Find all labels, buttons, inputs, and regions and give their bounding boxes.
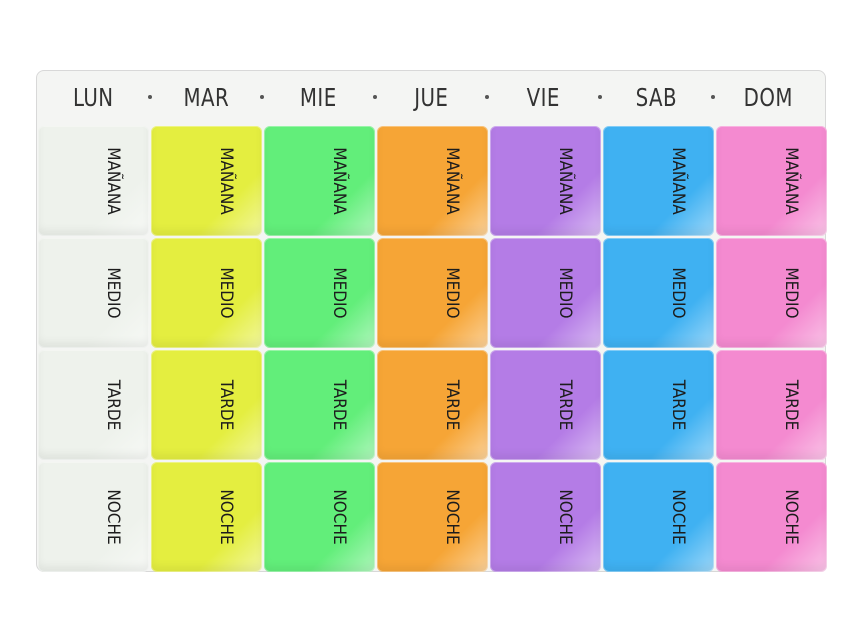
slot-label: MEDIO <box>555 267 575 319</box>
slot-label: NOCHE <box>668 489 688 545</box>
compartment-lid[interactable]: TARDE <box>377 350 488 460</box>
slot-label: NOCHE <box>781 489 801 545</box>
day-column: MAÑANA MEDIO TARDE NOCHE <box>716 126 827 572</box>
day-column: MAÑANA MEDIO TARDE NOCHE <box>151 126 262 572</box>
separator-dot <box>598 95 602 99</box>
compartment-lid[interactable]: MEDIO <box>377 238 488 348</box>
separator-dot <box>147 95 152 99</box>
day-column: MAÑANA MEDIO TARDE NOCHE <box>490 126 601 572</box>
compartment-lid[interactable]: TARDE <box>603 350 714 460</box>
slot-label: TARDE <box>781 379 801 431</box>
day-label-vie: VIE <box>526 82 561 112</box>
compartment-lid[interactable]: MEDIO <box>264 238 375 348</box>
compartment-lid[interactable]: MAÑANA <box>151 126 262 236</box>
compartment-lid[interactable]: TARDE <box>716 350 827 460</box>
slot-label: MAÑANA <box>329 147 349 215</box>
day-label-jue: JUE <box>413 82 449 112</box>
compartment-lid[interactable]: MAÑANA <box>603 126 714 236</box>
slot-label: TARDE <box>668 379 688 431</box>
day-label-dom: DOM <box>744 82 794 112</box>
slot-label: MEDIO <box>668 267 688 319</box>
slot-label: MEDIO <box>781 267 801 319</box>
compartment-lid[interactable]: MEDIO <box>490 238 601 348</box>
slot-label: NOCHE <box>329 489 349 545</box>
separator-dot <box>485 95 490 99</box>
compartment-lid[interactable]: MAÑANA <box>38 126 149 236</box>
compartment-lid[interactable]: TARDE <box>490 350 601 460</box>
day-column: MAÑANA MEDIO TARDE NOCHE <box>377 126 488 572</box>
slot-label: MAÑANA <box>668 147 688 215</box>
compartment-lid[interactable]: MAÑANA <box>377 126 488 236</box>
compartment-lid[interactable]: NOCHE <box>603 462 714 572</box>
slot-label: MAÑANA <box>216 147 236 215</box>
compartment-lid[interactable]: MEDIO <box>716 238 827 348</box>
slot-label: MAÑANA <box>555 147 575 215</box>
compartment-lid[interactable]: MEDIO <box>38 238 149 348</box>
compartment-lid[interactable]: MAÑANA <box>264 126 375 236</box>
day-label-mie: MIE <box>300 82 337 112</box>
slot-label: MEDIO <box>442 267 462 319</box>
slot-label: MAÑANA <box>442 147 462 215</box>
separator-dot <box>372 95 377 99</box>
slot-label: NOCHE <box>103 489 123 545</box>
separator-dot <box>260 95 265 99</box>
compartment-lid[interactable]: NOCHE <box>264 462 375 572</box>
compartment-lid[interactable]: NOCHE <box>377 462 488 572</box>
compartment-lid[interactable]: NOCHE <box>490 462 601 572</box>
compartment-lid[interactable]: MAÑANA <box>490 126 601 236</box>
compartment-lid[interactable]: MEDIO <box>603 238 714 348</box>
slot-label: MAÑANA <box>781 147 801 215</box>
day-column: MAÑANA MEDIO TARDE NOCHE <box>264 126 375 572</box>
slot-label: TARDE <box>103 379 123 431</box>
slot-label: TARDE <box>555 379 575 431</box>
slot-label: MEDIO <box>103 267 123 319</box>
compartment-lid[interactable]: NOCHE <box>151 462 262 572</box>
slot-label: MEDIO <box>216 267 236 319</box>
slot-label: TARDE <box>329 379 349 431</box>
compartment-lid[interactable]: MEDIO <box>151 238 262 348</box>
compartment-lid[interactable]: TARDE <box>38 350 149 460</box>
day-label-sab: SAB <box>635 82 677 112</box>
slot-label: TARDE <box>442 379 462 431</box>
compartment-lid[interactable]: MAÑANA <box>716 126 827 236</box>
slot-label: NOCHE <box>555 489 575 545</box>
day-column: MAÑANA MEDIO TARDE NOCHE <box>38 126 149 572</box>
slot-label: MEDIO <box>329 267 349 319</box>
compartment-grid: MAÑANA MEDIO TARDE NOCHE MAÑANA MEDIO TARDE NOC… <box>38 126 827 572</box>
day-label-lun: LUN <box>73 82 114 112</box>
compartment-lid[interactable]: TARDE <box>151 350 262 460</box>
day-header: LUN MAR MIE JUE VIE SAB DOM <box>37 71 825 123</box>
day-column: MAÑANA MEDIO TARDE NOCHE <box>603 126 714 572</box>
slot-label: MAÑANA <box>103 147 123 215</box>
day-label-mar: MAR <box>183 82 229 112</box>
separator-dot <box>710 95 715 99</box>
slot-label: TARDE <box>216 379 236 431</box>
compartment-lid[interactable]: NOCHE <box>38 462 149 572</box>
slot-label: NOCHE <box>442 489 462 545</box>
slot-label: NOCHE <box>216 489 236 545</box>
compartment-lid[interactable]: TARDE <box>264 350 375 460</box>
compartment-lid[interactable]: NOCHE <box>716 462 827 572</box>
